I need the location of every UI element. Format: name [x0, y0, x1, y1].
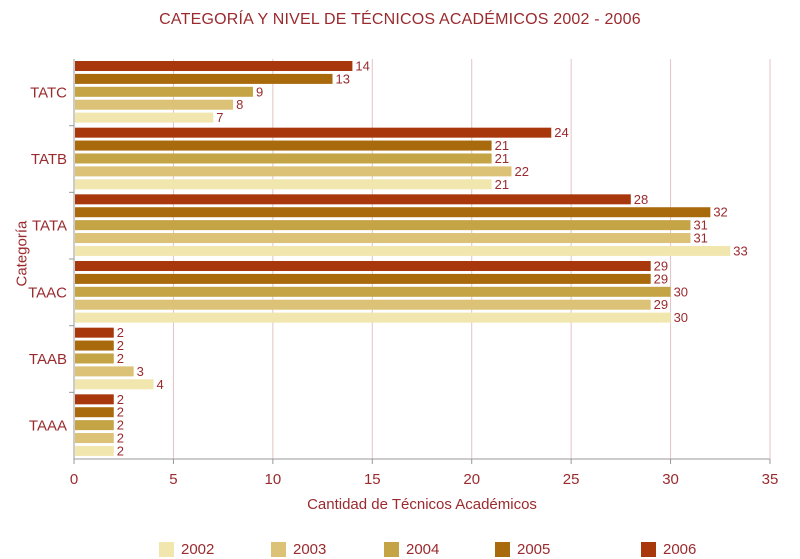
- data-label: 2: [117, 351, 124, 366]
- bar: [75, 299, 651, 310]
- legend: 2002 2003 2004 2005 2006: [0, 539, 800, 559]
- data-label: 2: [117, 338, 124, 353]
- bar: [75, 366, 134, 377]
- bar: [75, 261, 651, 271]
- data-label: 28: [634, 192, 648, 207]
- bar: [75, 273, 651, 284]
- legend-item: 2002: [159, 539, 214, 559]
- data-label: 33: [733, 243, 747, 258]
- category-label: TAAB: [29, 351, 67, 368]
- bar: [75, 286, 671, 297]
- x-axis-label: Cantidad de Técnicos Académicos: [307, 496, 537, 513]
- bar: [75, 420, 114, 431]
- data-label: 30: [674, 284, 688, 299]
- data-label: 7: [216, 110, 223, 125]
- data-label: 21: [495, 151, 509, 166]
- x-tick-label: 10: [265, 471, 282, 488]
- legend-item: 2006: [641, 539, 696, 559]
- data-label: 29: [654, 271, 668, 286]
- y-axis-label: Categoría: [13, 220, 31, 287]
- bar: [75, 166, 512, 177]
- legend-label: 2006: [663, 540, 697, 558]
- data-label: 2: [117, 443, 124, 458]
- x-tick-label: 15: [364, 471, 381, 488]
- data-label: 30: [674, 310, 688, 325]
- category-label: TATC: [30, 84, 67, 101]
- bar: [75, 99, 234, 110]
- bar: [75, 312, 671, 323]
- data-label: 2: [117, 418, 124, 433]
- bar: [75, 327, 114, 338]
- data-label: 2: [117, 405, 124, 420]
- category-label: TAAC: [28, 284, 67, 301]
- bar: [75, 394, 114, 405]
- data-label: 2: [117, 431, 124, 446]
- category-label: TATA: [32, 218, 67, 235]
- bar: [75, 220, 691, 231]
- bar: [75, 353, 114, 364]
- data-label: 3: [137, 364, 144, 379]
- bar: [75, 433, 114, 444]
- legend-item: 2005: [495, 539, 550, 559]
- bar: [75, 445, 114, 456]
- category-label: TATB: [31, 151, 67, 168]
- category-label: TAAA: [29, 418, 67, 435]
- data-label: 24: [554, 125, 568, 140]
- data-label: 21: [495, 177, 509, 192]
- data-label: 9: [256, 84, 263, 99]
- bar: [75, 379, 154, 390]
- x-tick-label: 20: [463, 471, 480, 488]
- bar: [75, 61, 353, 71]
- bar: [75, 112, 214, 123]
- data-label: 4: [157, 377, 164, 392]
- legend-item: 2003: [271, 539, 326, 559]
- legend-swatch: [159, 541, 174, 557]
- data-label: 31: [693, 231, 707, 246]
- bar: [75, 179, 492, 190]
- bar: [75, 233, 691, 244]
- data-label: 31: [693, 218, 707, 233]
- chart-title: CATEGORÍA Y NIVEL DE TÉCNICOS ACADÉMICOS…: [159, 11, 641, 28]
- x-tick-label: 5: [169, 471, 177, 488]
- legend-swatch: [641, 541, 656, 557]
- legend-swatch: [384, 541, 399, 557]
- data-label: 2: [117, 325, 124, 340]
- data-label: 8: [236, 97, 243, 112]
- data-label: 14: [355, 59, 369, 74]
- bar: [75, 73, 333, 84]
- bar: [75, 127, 552, 138]
- bar: [75, 153, 492, 164]
- bar: [75, 86, 253, 97]
- bar: [75, 194, 631, 205]
- data-label: 21: [495, 138, 509, 153]
- legend-swatch: [271, 541, 286, 557]
- data-label: 29: [654, 297, 668, 312]
- data-label: 13: [336, 71, 350, 86]
- bar: [75, 340, 114, 351]
- data-label: 32: [713, 205, 727, 220]
- legend-label: 2004: [406, 540, 440, 558]
- data-label: 2: [117, 392, 124, 407]
- x-tick-label: 25: [563, 471, 580, 488]
- x-tick-label: 0: [70, 471, 78, 488]
- legend-label: 2002: [181, 540, 215, 558]
- x-tick-label: 35: [762, 471, 779, 488]
- bar: [75, 207, 711, 218]
- x-tick-label: 30: [662, 471, 679, 488]
- data-label: 22: [514, 164, 528, 179]
- data-label: 29: [654, 259, 668, 274]
- legend-label: 2003: [293, 540, 327, 558]
- bar: [75, 140, 492, 151]
- legend-item: 2004: [384, 539, 439, 559]
- legend-swatch: [495, 541, 510, 557]
- bar: [75, 407, 114, 418]
- legend-label: 2005: [517, 540, 551, 558]
- bar: [75, 245, 731, 256]
